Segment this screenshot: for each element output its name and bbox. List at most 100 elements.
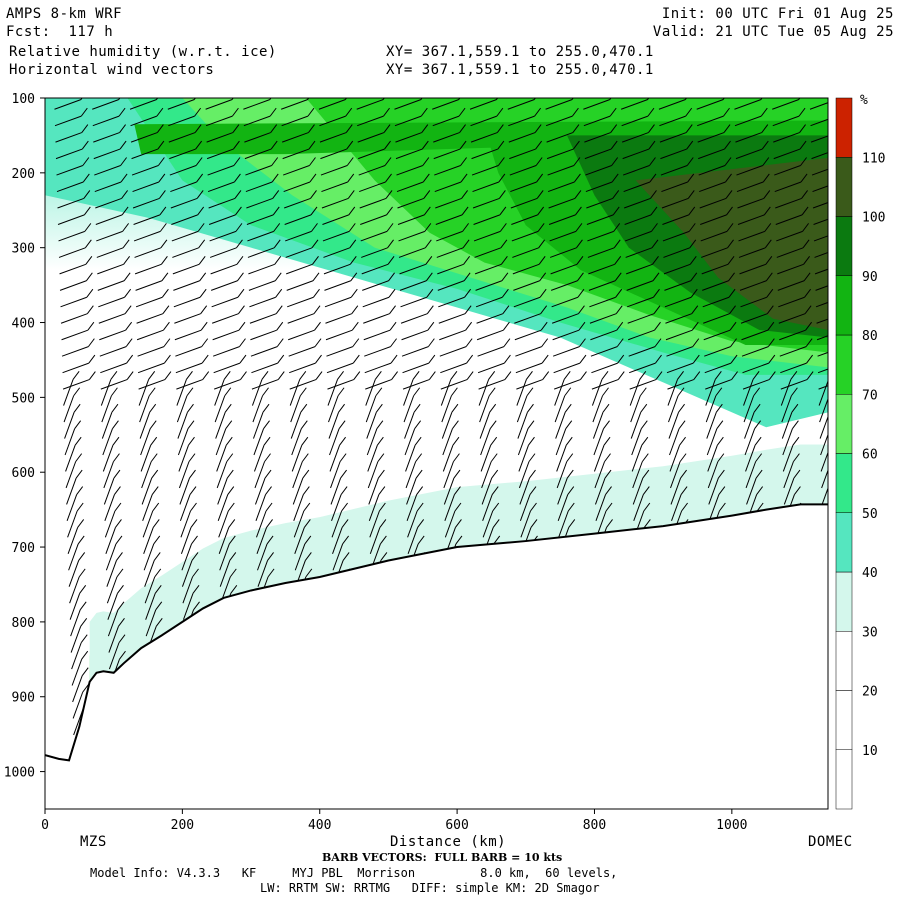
wind-barb-flag bbox=[566, 469, 574, 479]
wind-barb bbox=[633, 494, 644, 522]
wind-barb-flag bbox=[490, 453, 498, 462]
wind-barb bbox=[247, 247, 275, 258]
wind-barb bbox=[821, 468, 828, 489]
wind-barb-flag bbox=[227, 486, 235, 495]
wind-barb bbox=[809, 102, 828, 110]
wind-barb bbox=[583, 99, 610, 110]
wind-barb bbox=[814, 268, 828, 275]
wind-barb-flag bbox=[197, 206, 205, 216]
wind-barb-flag bbox=[463, 272, 471, 282]
wind-barb bbox=[432, 115, 460, 127]
wind-barb bbox=[517, 428, 529, 456]
wind-barb-flag bbox=[496, 107, 504, 117]
wind-barb-flag bbox=[763, 190, 771, 199]
wind-barb-flag bbox=[616, 321, 624, 331]
wind-barb bbox=[55, 132, 82, 143]
wind-barb bbox=[404, 428, 416, 456]
wind-barb-flag bbox=[240, 371, 247, 380]
wind-barb bbox=[738, 247, 766, 258]
wind-barb-flag bbox=[265, 502, 273, 512]
wind-barb-flag bbox=[452, 436, 460, 446]
wind-barb bbox=[247, 230, 274, 242]
wind-barb-flag bbox=[765, 272, 773, 282]
wind-barb-flag bbox=[270, 140, 278, 150]
wind-barb-flag bbox=[154, 585, 162, 594]
wind-barb-flag bbox=[680, 469, 687, 479]
wind-barb-flag bbox=[573, 157, 581, 166]
wind-barb bbox=[554, 379, 565, 406]
wind-barb bbox=[399, 280, 427, 291]
wind-barb-flag bbox=[188, 436, 195, 446]
wind-barb bbox=[330, 477, 342, 505]
wind-barb bbox=[176, 395, 188, 423]
wind-barb bbox=[251, 362, 278, 374]
wind-barb bbox=[257, 543, 268, 571]
wind-barb bbox=[772, 115, 800, 127]
wind-barb-flag bbox=[650, 206, 658, 216]
wind-barb-flag bbox=[460, 173, 468, 183]
wind-barb-flag bbox=[78, 552, 86, 561]
wind-barb bbox=[289, 362, 316, 374]
wind-barb-flag bbox=[727, 256, 735, 265]
wind-barb bbox=[217, 477, 228, 505]
wind-barb-flag bbox=[389, 305, 396, 314]
wind-barb bbox=[362, 280, 389, 291]
wind-barb bbox=[62, 379, 90, 390]
wind-barb bbox=[478, 379, 490, 406]
colorbar-swatch bbox=[835, 749, 853, 810]
wind-barb bbox=[255, 494, 267, 522]
wind-barb-flag bbox=[339, 436, 346, 446]
wind-barb bbox=[623, 181, 651, 193]
wind-barb bbox=[97, 263, 124, 275]
wind-barb bbox=[367, 461, 379, 489]
wind-barb-flag bbox=[767, 338, 775, 347]
wind-barb bbox=[141, 477, 153, 505]
wind-barb-flag bbox=[200, 305, 208, 314]
wind-barb-flag bbox=[731, 371, 738, 380]
wind-barb bbox=[70, 626, 82, 653]
wind-barb-flag bbox=[304, 535, 312, 545]
wind-barb bbox=[442, 428, 453, 456]
wind-barb bbox=[130, 132, 158, 143]
wind-barb-flag bbox=[567, 502, 575, 512]
wind-barb bbox=[56, 181, 84, 193]
wind-barb-flag bbox=[157, 140, 165, 150]
wind-barb-flag bbox=[768, 354, 776, 364]
wind-barb-flag bbox=[829, 388, 835, 396]
wind-barb bbox=[94, 181, 122, 193]
x-axis-label: Distance (km) bbox=[390, 834, 507, 850]
wind-barb-flag bbox=[190, 519, 198, 528]
wind-barb bbox=[332, 543, 344, 571]
wind-barb bbox=[436, 247, 464, 258]
wind-barb bbox=[181, 543, 192, 571]
wind-barb bbox=[706, 412, 717, 439]
wind-barb bbox=[704, 346, 731, 357]
wind-barb bbox=[294, 543, 306, 571]
wind-barb bbox=[705, 395, 717, 423]
wind-barb bbox=[775, 214, 803, 225]
wind-barb bbox=[520, 510, 531, 538]
wind-barb-flag bbox=[689, 256, 697, 265]
wind-barb-flag bbox=[237, 272, 244, 282]
wind-barb bbox=[398, 247, 426, 258]
wind-barb bbox=[512, 263, 540, 275]
wind-barb bbox=[365, 379, 392, 390]
wind-barb-flag bbox=[80, 617, 88, 627]
wind-barb bbox=[174, 329, 202, 341]
wind-barb-flag bbox=[414, 420, 422, 429]
wind-barb-flag bbox=[377, 453, 385, 462]
wind-barb bbox=[64, 412, 75, 439]
wind-barb-flag bbox=[718, 502, 726, 512]
wind-barb-flag bbox=[346, 140, 354, 150]
wind-barb-flag bbox=[497, 140, 505, 150]
wind-barb-flag bbox=[805, 321, 813, 331]
wind-barb-flag bbox=[762, 173, 770, 183]
colorbar-swatch bbox=[835, 394, 853, 454]
y-tick-label: 800 bbox=[12, 616, 35, 631]
wind-barb-flag bbox=[639, 387, 647, 397]
wind-barb-flag bbox=[187, 403, 194, 413]
wind-barb bbox=[286, 280, 314, 291]
wind-barb-flag bbox=[196, 173, 204, 183]
wind-barb-flag bbox=[496, 124, 504, 133]
wind-barb-flag bbox=[311, 239, 319, 249]
